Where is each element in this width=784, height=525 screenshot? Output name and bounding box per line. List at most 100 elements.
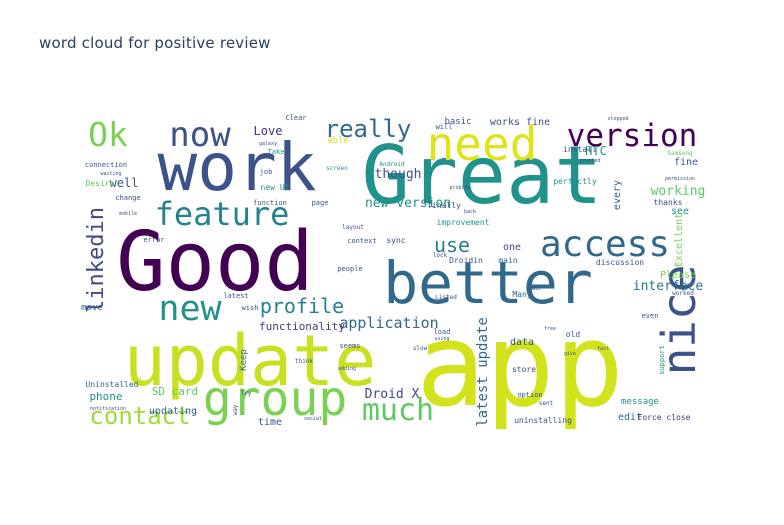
word-now: now <box>169 115 231 155</box>
word-see: see <box>671 206 689 217</box>
word-samsung: Samsung <box>667 150 693 157</box>
word-app: app <box>416 299 624 433</box>
word-listed: Listed <box>435 294 457 301</box>
word-mobile: mobile <box>119 211 137 217</box>
word-finally: finally <box>427 201 461 210</box>
word-clear: Clear <box>285 114 306 122</box>
word-droidin: Droidin <box>449 256 483 265</box>
word-android: Android <box>379 161 405 168</box>
word-perfectly: perfectly <box>553 177 597 186</box>
word-message: message <box>621 397 659 407</box>
word-functionality: functionality <box>259 320 345 333</box>
word-galaxy: galaxy <box>259 141 277 147</box>
word-load: load <box>434 328 451 336</box>
word-free: free <box>544 326 556 332</box>
word-keep: Keep <box>239 349 249 371</box>
word-will: will <box>436 123 453 131</box>
cloud-background <box>83 110 703 428</box>
word-version: version <box>567 118 698 154</box>
word-group: group <box>203 371 348 427</box>
word-wish: wish <box>242 304 259 312</box>
word-layout: layout <box>342 224 364 231</box>
word-try: Try <box>241 390 252 397</box>
word-sync: sync <box>386 236 405 245</box>
word-crashed: crashed <box>579 158 600 164</box>
word-take: Take <box>268 148 285 156</box>
word-ok: Ok <box>88 115 128 154</box>
word-social: social <box>304 416 322 422</box>
word-basic: basic <box>444 117 471 127</box>
word-option: option <box>517 391 542 399</box>
word-new-ui: new UI <box>261 183 290 192</box>
word-really: really <box>325 115 412 143</box>
word-waiting: waiting <box>100 171 121 177</box>
word-force-close: Force close <box>638 413 691 422</box>
word-page: page <box>312 199 329 207</box>
word-fast: fast <box>597 346 609 352</box>
word-application: application <box>339 314 438 332</box>
word-support: support <box>658 345 666 375</box>
word-better: better <box>383 249 593 317</box>
word-move: move <box>81 303 103 313</box>
word-connection: connection <box>85 161 127 169</box>
word-though: though <box>375 167 422 182</box>
word-contact: contact <box>89 402 190 430</box>
word-discussion: discussion <box>596 258 644 267</box>
word-great: Great <box>362 129 603 222</box>
word-nice: nice <box>652 265 706 376</box>
word-update: update <box>124 320 377 402</box>
word-time: time <box>258 417 282 428</box>
word-love: Love <box>254 124 283 138</box>
word-think: think <box>295 358 313 365</box>
word-profile: profile <box>260 294 344 318</box>
word-much: much <box>362 393 434 428</box>
word-slow: slow <box>413 345 428 352</box>
word-desire: Desire <box>86 179 115 188</box>
word-notification: notification <box>90 406 126 412</box>
word-sent: sent <box>539 400 554 407</box>
word-please: Please <box>660 270 696 281</box>
word-stopped: stopped <box>607 116 628 122</box>
word-droid-x: Droid X <box>365 387 420 402</box>
word-change: change <box>115 194 140 202</box>
word-fine: fine <box>674 157 698 168</box>
word-feature: feature <box>155 195 290 233</box>
word-seems: seems <box>339 342 360 350</box>
word-edit: edit <box>618 412 642 423</box>
word-context: context <box>347 237 377 245</box>
chart-title: word cloud for positive review <box>39 34 271 52</box>
word-back: back <box>464 209 476 215</box>
word-well: well <box>110 176 139 190</box>
word-interface: interface <box>633 279 704 294</box>
word-install: install <box>563 145 597 154</box>
word-give: give <box>564 351 576 357</box>
word-lock: lock <box>433 252 448 259</box>
word-data: data <box>510 337 534 348</box>
word-way: way <box>232 404 239 415</box>
word-even: even <box>642 312 659 320</box>
word-function: function <box>253 199 287 207</box>
word-works-fine: works fine <box>490 117 550 128</box>
word-need: need <box>427 117 538 171</box>
word-updating: updating <box>149 406 197 417</box>
word-new: new <box>158 289 222 329</box>
word-worked: worked <box>672 290 694 297</box>
word-thanks: thanks <box>654 198 683 207</box>
word-excellent: Excellent <box>674 213 685 267</box>
word-problem: problem <box>449 185 470 191</box>
word-people: people <box>337 265 362 273</box>
word-working: working <box>651 184 706 199</box>
word-email: email <box>526 286 541 292</box>
word-latest: latest <box>223 292 248 300</box>
word-htc: HTC <box>585 144 607 158</box>
word-uninstalled: Uninstalled <box>86 380 139 389</box>
word-old: old <box>566 330 581 339</box>
word-error: error <box>143 236 164 244</box>
word-new-version: new version <box>365 196 451 211</box>
word-screen: screen <box>326 165 348 172</box>
word-improvement: improvement <box>437 218 490 227</box>
word-use: use <box>434 233 470 257</box>
word-uninstalling: uninstalling <box>514 416 572 425</box>
word-latest-update: latest update <box>475 317 491 427</box>
